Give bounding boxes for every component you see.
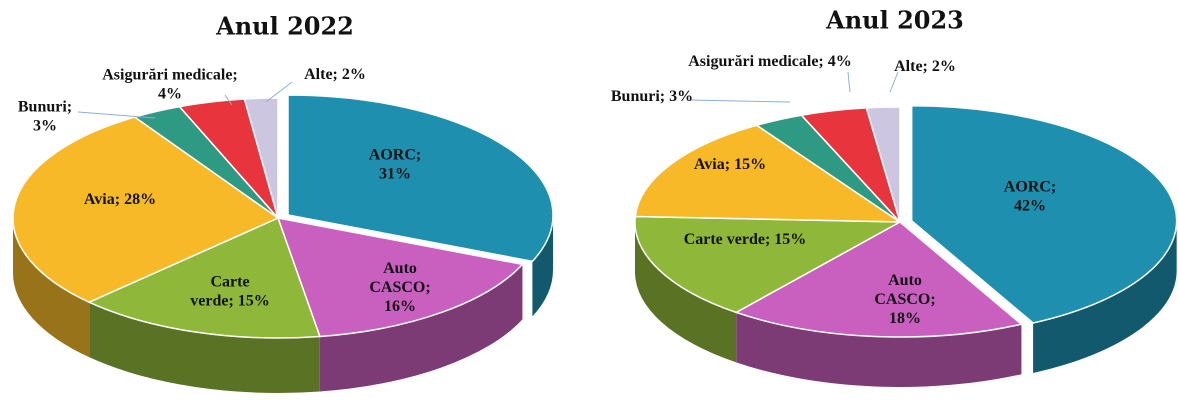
slice-side	[635, 222, 737, 363]
slice	[634, 124, 903, 223]
slice	[910, 105, 1178, 324]
slice-side	[736, 312, 1022, 387]
leader-line	[224, 94, 233, 106]
slice	[287, 94, 554, 263]
slice	[734, 221, 1024, 338]
slice	[276, 217, 524, 338]
data-label: Asigurări medicale; 4%	[688, 53, 852, 70]
slice-side	[89, 302, 320, 393]
slice-side	[319, 264, 523, 392]
data-label: AORC; 42%	[1004, 178, 1056, 214]
data-label: Carte verde; 15%	[190, 273, 270, 309]
chart-title: Anul 2023	[825, 6, 964, 35]
data-label: Alte; 2%	[894, 58, 956, 75]
slice	[243, 97, 279, 219]
data-label: Alte; 2%	[304, 66, 366, 83]
chart-title: Anul 2022	[215, 12, 354, 41]
pie	[634, 105, 1178, 387]
data-label: Auto CASCO; 18%	[874, 272, 935, 327]
data-label: Avia; 15%	[694, 156, 766, 173]
leader-line	[889, 71, 899, 93]
slice-side	[13, 218, 90, 358]
leader-line	[847, 71, 851, 93]
data-label: Carte verde; 15%	[684, 231, 807, 248]
pie	[12, 94, 554, 393]
slice	[12, 116, 280, 304]
leader-line	[77, 111, 156, 119]
slice	[865, 106, 901, 223]
data-label: Bunuri; 3%	[611, 88, 693, 105]
data-label: Auto CASCO; 16%	[369, 260, 430, 315]
slice	[87, 216, 321, 339]
data-label: AORC; 31%	[369, 146, 421, 182]
data-label: Avia; 28%	[84, 191, 156, 208]
leader-line	[689, 99, 791, 103]
leader-line	[265, 81, 293, 103]
data-label: Asigurări medicale; 4%	[102, 66, 238, 102]
slice	[634, 215, 903, 314]
slice-side	[1033, 220, 1177, 373]
data-label: Bunuri; 3%	[18, 98, 72, 134]
